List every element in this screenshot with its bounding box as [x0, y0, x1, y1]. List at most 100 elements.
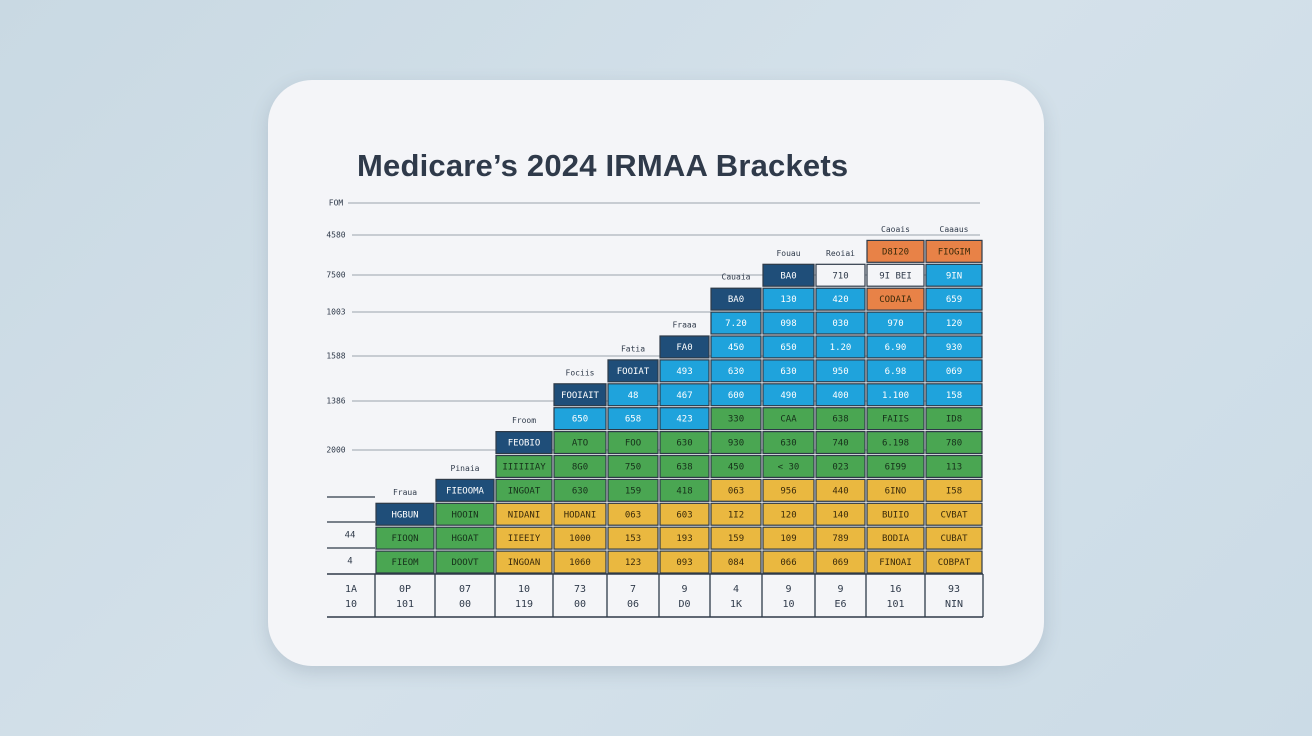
bracket-cell [866, 550, 925, 574]
bracket-cell [553, 383, 607, 407]
cell-label: 120 [780, 510, 796, 520]
cell-label: INGOAN [508, 558, 541, 568]
bracket-cell [553, 454, 607, 478]
bracket-cell [435, 550, 495, 574]
bracket-cell [710, 526, 762, 550]
bracket-cell [659, 335, 710, 359]
cell-label: < 30 [778, 462, 800, 472]
bracket-cell [710, 311, 762, 335]
category-label: 9 [837, 584, 843, 595]
bracket-cell [815, 431, 866, 455]
cell-label: 123 [625, 558, 641, 568]
bracket-cell [607, 431, 659, 455]
column-header-label: Fraua [393, 488, 417, 497]
column-header-label: Fatia [621, 344, 645, 353]
cell-label: 630 [780, 367, 796, 377]
category-label: 16 [889, 584, 901, 595]
column-header-label: Cauaia [722, 273, 751, 282]
cell-label: 140 [832, 510, 848, 520]
bracket-cell [925, 478, 983, 502]
bracket-cell [435, 478, 495, 502]
cell-label: 420 [832, 295, 848, 305]
cell-label: 6.198 [882, 439, 909, 449]
bracket-cell [925, 239, 983, 263]
cell-label: 780 [946, 439, 962, 449]
bracket-cell [815, 407, 866, 431]
bracket-cell [495, 431, 553, 455]
cell-label: 193 [676, 534, 692, 544]
cell-label: 710 [832, 271, 848, 281]
bracket-cell [435, 502, 495, 526]
bracket-cell [762, 359, 815, 383]
category-label: 4 [733, 584, 739, 595]
bracket-cell [659, 383, 710, 407]
cell-label: FOOIAT [617, 367, 650, 377]
cell-label: HGBUN [391, 510, 418, 520]
bracket-cell [553, 431, 607, 455]
bracket-cell [762, 502, 815, 526]
cell-label: 603 [676, 510, 692, 520]
cell-label: HOOIN [451, 510, 478, 520]
cell-label: 069 [832, 558, 848, 568]
bracket-cell [659, 502, 710, 526]
bracket-cell [710, 478, 762, 502]
bracket-cell [815, 287, 866, 311]
bracket-cell [710, 431, 762, 455]
bracket-cell [866, 335, 925, 359]
bracket-cell [815, 550, 866, 574]
cell-label: 450 [728, 462, 744, 472]
bracket-cell [866, 311, 925, 335]
bracket-cell [659, 359, 710, 383]
cell-label: 153 [625, 534, 641, 544]
bracket-cell [762, 550, 815, 574]
bracket-cell [495, 454, 553, 478]
cell-label: 330 [728, 415, 744, 425]
bracket-cell [866, 526, 925, 550]
cell-label: 7.20 [725, 319, 747, 329]
column-header-label: Fouau [776, 249, 800, 258]
cell-label: BA0 [780, 271, 796, 281]
bracket-cell [762, 263, 815, 287]
category-label: 00 [459, 599, 471, 610]
bracket-cell [815, 263, 866, 287]
column-header-label: Reoiai [826, 249, 855, 258]
bracket-cell [607, 502, 659, 526]
bracket-cell [815, 502, 866, 526]
cell-label: 6INO [885, 486, 907, 496]
cell-label: 8G0 [572, 462, 588, 472]
category-label: 9 [785, 584, 791, 595]
bracket-cell [925, 287, 983, 311]
cell-label: CVBAT [940, 510, 968, 520]
cell-label: 930 [946, 343, 962, 353]
cell-label: 450 [728, 343, 744, 353]
cell-label: 956 [780, 486, 796, 496]
cell-label: 098 [780, 319, 796, 329]
bracket-cell [866, 239, 925, 263]
y-tick-label: 1386 [326, 397, 345, 406]
cell-label: FIEOOMA [446, 486, 485, 496]
bracket-cell [659, 526, 710, 550]
bracket-cell [762, 311, 815, 335]
cell-label: 159 [625, 486, 641, 496]
cell-label: 113 [946, 462, 962, 472]
cell-label: 970 [887, 319, 903, 329]
bracket-cell [375, 502, 435, 526]
column-header-label: Froom [512, 416, 536, 425]
category-label: 119 [515, 599, 533, 610]
cell-label: ID8 [946, 415, 962, 425]
category-label: 10 [345, 599, 357, 610]
bracket-cell [375, 526, 435, 550]
cell-label: BUIIO [882, 510, 909, 520]
bracket-cell [659, 431, 710, 455]
bracket-cell [553, 502, 607, 526]
bracket-cell [607, 359, 659, 383]
y-tick-label: 2000 [326, 446, 345, 455]
bracket-cell [762, 383, 815, 407]
bracket-cell [925, 407, 983, 431]
column-header-label: Fociis [566, 368, 595, 377]
bracket-cell [925, 311, 983, 335]
bracket-cell [710, 502, 762, 526]
bracket-cell [710, 383, 762, 407]
cell-label: 9I BEI [879, 271, 912, 281]
